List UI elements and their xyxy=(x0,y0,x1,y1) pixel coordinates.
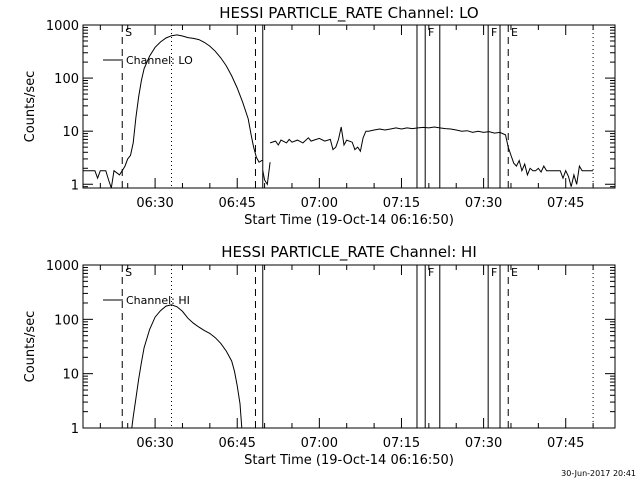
y-tick-label: 10 xyxy=(62,125,79,140)
x-axis-label: Start Time (19-Oct-14 06:16:50) xyxy=(244,213,454,228)
x-tick-label: 07:45 xyxy=(547,436,584,451)
y-tick-label: 1 xyxy=(71,422,79,437)
legend-entry: Channel: HI xyxy=(126,294,190,307)
y-tick-label: 100 xyxy=(54,313,79,328)
y-tick-label: 1 xyxy=(71,178,79,193)
x-tick-label: 07:15 xyxy=(383,196,420,211)
legend-entry: Channel: LO xyxy=(126,54,193,67)
marker-label: F xyxy=(491,26,497,39)
x-tick-label: 07:30 xyxy=(465,196,502,211)
y-tick-label: 100 xyxy=(54,72,79,87)
y-tick-label: 1000 xyxy=(46,19,79,34)
x-tick-label: 07:00 xyxy=(301,436,338,451)
footer-timestamp: 30-Jun-2017 20:41 xyxy=(561,469,636,478)
marker-label: S xyxy=(125,266,132,279)
x-tick-label: 06:30 xyxy=(136,436,173,451)
series-line xyxy=(83,34,263,189)
x-tick-label: 07:15 xyxy=(383,436,420,451)
y-tick-label: 1000 xyxy=(46,259,79,274)
x-tick-label: 07:45 xyxy=(547,196,584,211)
x-tick-label: 06:45 xyxy=(218,436,255,451)
marker-label: E xyxy=(511,26,518,39)
series-line xyxy=(262,162,271,186)
chart-title: HESSI PARTICLE_RATE Channel: LO xyxy=(219,4,478,23)
series-line xyxy=(269,126,594,187)
x-tick-label: 07:00 xyxy=(301,196,338,211)
x-tick-label: 06:30 xyxy=(136,196,173,211)
x-tick-label: 07:30 xyxy=(465,436,502,451)
chart-title: HESSI PARTICLE_RATE Channel: HI xyxy=(221,243,477,262)
y-tick-label: 10 xyxy=(62,368,79,383)
x-axis-label: Start Time (19-Oct-14 06:16:50) xyxy=(244,453,454,468)
y-axis-label: Counts/sec xyxy=(23,311,38,383)
marker-label: E xyxy=(511,266,518,279)
marker-label: S xyxy=(125,26,132,39)
chart-panel-hi: HESSI PARTICLE_RATE Channel: HI 1 10 100 100… xyxy=(23,243,616,468)
y-axis-label: Counts/sec xyxy=(23,71,38,143)
marker-label: F xyxy=(428,266,434,279)
series-line xyxy=(131,304,243,429)
marker-label: F xyxy=(428,26,434,39)
plot-frame xyxy=(82,264,616,429)
x-tick-label: 06:45 xyxy=(218,196,255,211)
marker-label: F xyxy=(491,266,497,279)
plot-frame xyxy=(82,24,616,189)
chart-panel-lo: HESSI PARTICLE_RATE Channel: LO 1 10 100 100… xyxy=(23,4,616,228)
